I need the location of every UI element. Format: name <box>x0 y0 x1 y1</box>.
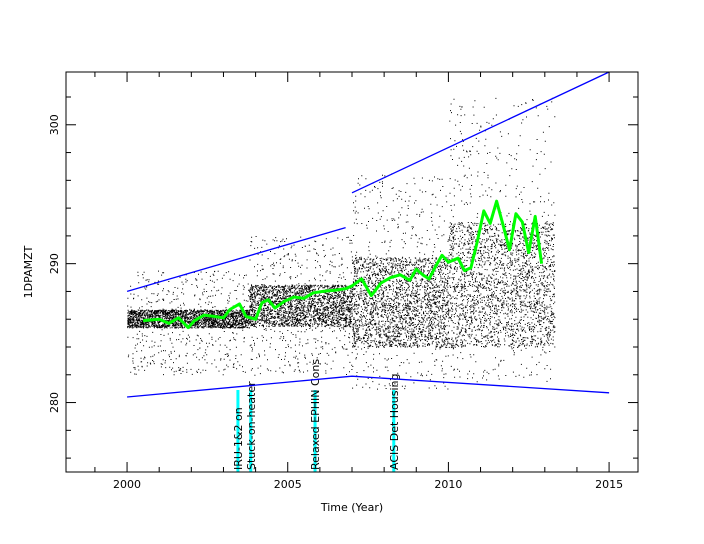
x-tick-label: 2015 <box>595 478 623 491</box>
y-tick-label: 280 <box>48 392 61 413</box>
x-tick-label: 2000 <box>113 478 141 491</box>
envelope-lines <box>126 71 610 398</box>
scatter-points <box>127 97 556 390</box>
event-markers: IRU-1&2 on Stuck-on-heater Relaxed EPHIN C… <box>232 359 401 472</box>
event-marker-label: Relaxed EPHIN Cons <box>309 359 322 470</box>
event-marker-label: Stuck-on-heater <box>245 381 258 470</box>
upper-envelope-line <box>351 71 610 194</box>
axis-ticks: 2000 2005 2010 2015 280 290 300 <box>48 72 638 491</box>
plot-frame <box>65 71 639 473</box>
y-tick-label: 290 <box>48 253 61 274</box>
x-tick-label: 2005 <box>274 478 302 491</box>
y-tick-label: 300 <box>48 114 61 135</box>
x-axis-label: Time (Year) <box>320 501 383 514</box>
smoothed-mean-line <box>142 199 544 330</box>
lower-envelope-line <box>127 375 610 398</box>
event-marker-label: IRU-1&2 on <box>232 407 245 470</box>
smoothed-trend <box>142 199 544 330</box>
event-marker-label: ACIS Det Housing <box>388 374 401 471</box>
upper-envelope-line <box>126 226 346 293</box>
x-tick-label: 2010 <box>434 478 462 491</box>
y-axis-label: 1DPAMZT <box>22 245 35 298</box>
scatter-point-cloud <box>127 97 556 390</box>
